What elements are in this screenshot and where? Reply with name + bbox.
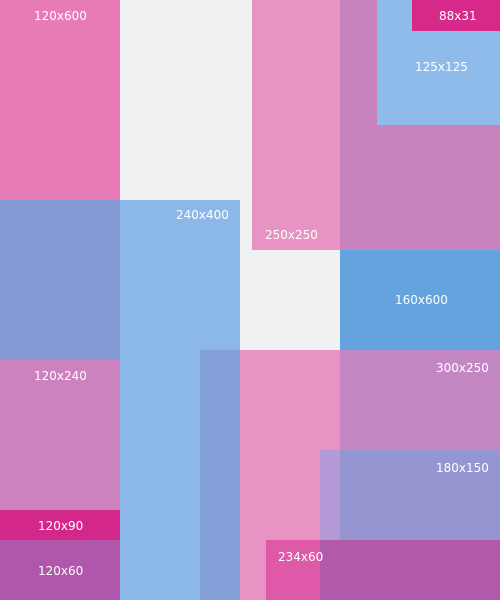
block-234x60-pink-overlap [266, 540, 320, 600]
block-label: 88x31 [439, 9, 477, 23]
block-300x250: 300x250 [340, 350, 500, 450]
block-label: 240x400 [176, 208, 229, 222]
block-label: 120x60 [38, 564, 84, 578]
block-88x31: 88x31 [412, 0, 500, 31]
block-label: 120x90 [38, 519, 84, 533]
block-180x150: 180x150 [340, 450, 500, 540]
block-120x240: 120x240 [0, 360, 120, 510]
block-label: 300x250 [436, 361, 489, 375]
block-label: 125x125 [415, 60, 468, 74]
block-label: 180x150 [436, 461, 489, 475]
block-label: 120x600 [34, 9, 87, 23]
block-left-blue-overlap [0, 200, 120, 360]
block-234x60-label-front: 234x60 [278, 550, 324, 564]
block-250x250: 250x250 [252, 0, 340, 250]
block-240x400-overlap [200, 350, 240, 600]
block-160x600: 160x600 [340, 250, 500, 350]
block-120x600: 120x600 [0, 0, 120, 200]
block-label: 120x240 [34, 369, 87, 383]
block-label: 160x600 [395, 293, 448, 307]
block-label: 250x250 [265, 228, 318, 242]
block-120x60: 120x60 [0, 540, 120, 600]
block-120x90: 120x90 [0, 510, 120, 540]
block-180x150-left [320, 450, 340, 540]
